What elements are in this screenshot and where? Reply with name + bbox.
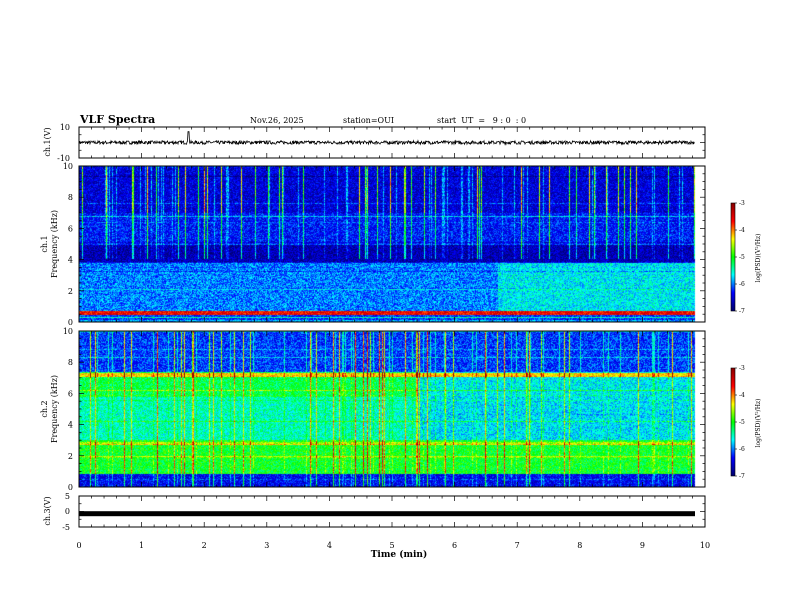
ch1-waveform-ylabel: ch.1(V): [43, 127, 52, 156]
ch3-waveform-ylabel: ch.3(V): [43, 496, 52, 525]
x-axis-tick-labels: 0 1 2 3 4 5 6 7 8 9 10: [76, 541, 710, 550]
colorbar-tick-label: -5: [739, 254, 745, 261]
y-tick-label: 6: [68, 389, 73, 398]
y-tick-label: 8: [68, 193, 73, 202]
colorbar-tick-label: -4: [739, 227, 745, 234]
ch2-spectrogram-image: [79, 331, 705, 487]
ch1-ytick-top: 10: [60, 123, 70, 132]
ch2-spectrogram-ticks: [78, 330, 706, 488]
ch3-waveform-ticks: [78, 495, 706, 528]
colorbar-tick-label: -3: [739, 365, 745, 372]
colorbar-tick-label: -5: [739, 419, 745, 426]
x-axis-label: Time (min): [371, 549, 428, 560]
ch1-waveform-panel: 10 -10 ch.1(V): [43, 123, 706, 163]
y-tick-label: 8: [68, 358, 73, 367]
ch3-ytick-mid: 0: [65, 507, 70, 516]
x-tick-label: 9: [640, 541, 645, 550]
colorbar-tick-label: -7: [739, 473, 745, 480]
colorbar-tick-label: -3: [739, 200, 745, 207]
y-tick-label: 10: [63, 327, 73, 336]
ch2-colorbar-tick-labels: -3 -4 -5 -6 -7: [735, 365, 745, 480]
ch2-colorbar: -3 -4 -5 -6 -7 log(PSD)(V²/Hz): [730, 365, 762, 480]
ch2-spectrogram-channel-label: ch.2: [40, 400, 49, 417]
y-tick-label: 4: [68, 256, 73, 265]
ch1-colorbar-gradient: [731, 203, 735, 311]
chart-title: VLF Spectra: [79, 113, 155, 126]
ch3-waveform-panel: 5 0 -5 ch.3(V): [43, 492, 706, 532]
ch1-spectrogram-channel-label: ch.1: [40, 235, 49, 252]
ch2-spectrogram-ytick-labels: 0 2 4 6 8 10: [63, 327, 73, 492]
x-tick-label: 3: [264, 541, 269, 550]
colorbar-tick-label: -7: [739, 308, 745, 315]
y-tick-label: 2: [68, 287, 73, 296]
ch1-spectrogram-ylabel: Frequency (kHz): [50, 210, 59, 278]
ch3-waveform-trace: [79, 511, 695, 517]
x-tick-label: 5: [389, 541, 394, 550]
ch1-spectrogram-panel: 0 2 4 6 8 10 ch.1 Frequency (kHz): [40, 162, 706, 327]
colorbar-tick-label: -6: [739, 446, 745, 453]
ch1-spectrogram-image: [79, 166, 705, 322]
x-tick-label: 2: [202, 541, 207, 550]
ch1-spectrogram-ticks: [78, 165, 706, 323]
ch1-colorbar-tick-labels: -3 -4 -5 -6 -7: [735, 200, 745, 315]
ch3-ytick-top: 5: [65, 492, 70, 501]
ch2-spectrogram-panel: 0 2 4 6 8 10 ch.2 Frequency (kHz): [40, 327, 706, 492]
y-tick-label: 0: [68, 318, 73, 327]
colorbar-tick-label: -6: [739, 281, 745, 288]
x-tick-label: 1: [139, 541, 144, 550]
ch2-spectrogram-ylabel: Frequency (kHz): [50, 375, 59, 443]
y-tick-label: 6: [68, 224, 73, 233]
ch2-colorbar-gradient: [731, 368, 735, 476]
ch1-colorbar: -3 -4 -5 -6 -7 log(PSD)(V²/Hz): [730, 200, 762, 315]
y-tick-label: 2: [68, 452, 73, 461]
x-tick-label: 8: [577, 541, 582, 550]
ch2-colorbar-label: log(PSD)(V²/Hz): [755, 399, 762, 448]
x-tick-label: 4: [327, 541, 332, 550]
ch1-colorbar-label: log(PSD)(V²/Hz): [755, 234, 762, 283]
ch1-spectrogram-ytick-labels: 0 2 4 6 8 10: [63, 162, 73, 327]
y-tick-label: 0: [68, 483, 73, 492]
x-tick-label: 10: [700, 541, 710, 550]
ch3-ytick-bottom: -5: [62, 523, 70, 532]
x-tick-label: 7: [515, 541, 520, 550]
ch1-waveform-ticks: [78, 126, 706, 159]
colorbar-tick-label: -4: [739, 392, 745, 399]
y-tick-label: 10: [63, 162, 73, 171]
x-tick-label: 6: [452, 541, 457, 550]
station-label: station=OUI: [343, 116, 394, 125]
x-tick-label: 0: [76, 541, 81, 550]
ch1-waveform-trace: [78, 131, 695, 146]
start-ut-label: start UT = 9 : 0 : 0: [437, 116, 526, 125]
date-label: Nov.26, 2025: [250, 116, 304, 125]
ch1-ytick-bottom: -10: [57, 154, 70, 163]
y-tick-label: 4: [68, 421, 73, 430]
